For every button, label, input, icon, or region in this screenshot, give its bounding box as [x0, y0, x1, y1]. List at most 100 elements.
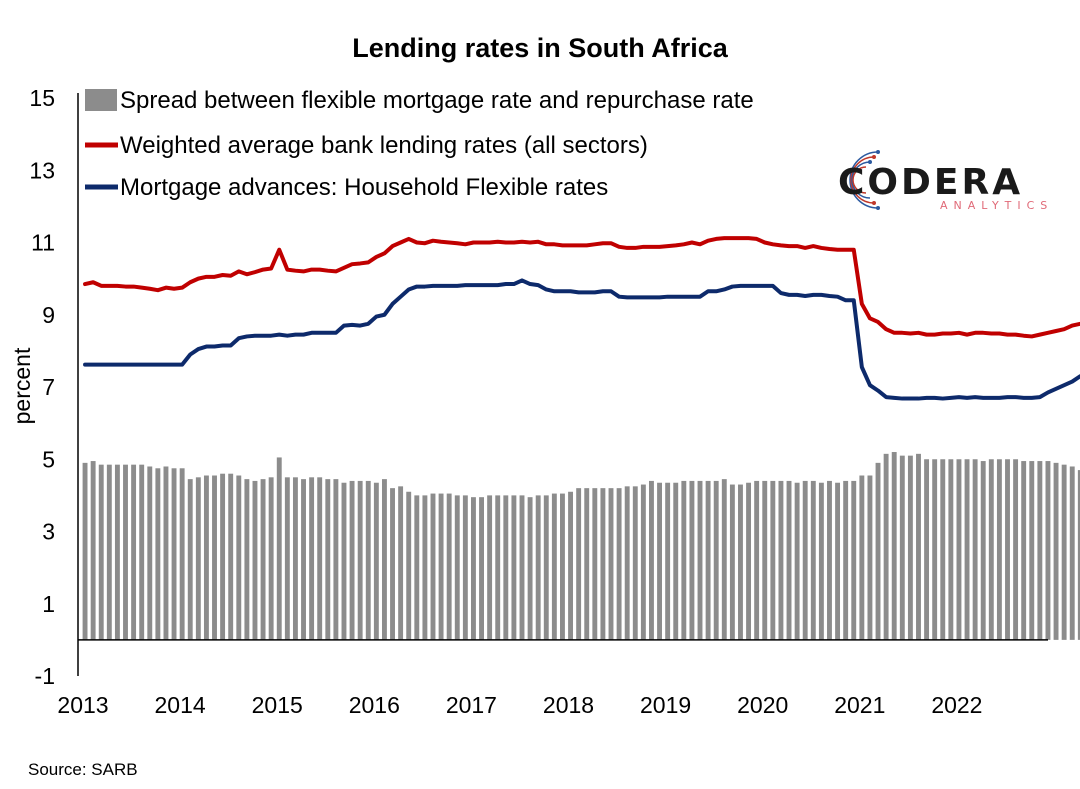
spread-bar	[446, 493, 452, 640]
codera-logo: CODERA ANALYTICS	[838, 150, 1053, 212]
spread-bar	[454, 495, 460, 640]
spread-bar	[568, 491, 573, 640]
spread-bar	[640, 484, 646, 640]
spread-bar	[673, 482, 679, 640]
spread-bar	[228, 473, 234, 640]
legend-label-spread: Spread between flexible mortgage rate an…	[120, 87, 754, 114]
chart-title: Lending rates in South Africa	[352, 33, 729, 63]
spread-bar	[398, 486, 404, 640]
spread-bar	[171, 468, 177, 640]
spread-bar	[600, 488, 606, 640]
legend-swatch-spread	[85, 89, 117, 111]
spread-bar	[689, 480, 695, 640]
spread-bar	[357, 480, 363, 640]
spread-bar	[835, 482, 841, 640]
spread-bar	[390, 488, 395, 640]
spread-bar	[98, 464, 104, 640]
spread-bar	[1013, 459, 1019, 640]
spread-bar	[560, 493, 565, 640]
spread-bar	[179, 468, 185, 640]
spread-bar	[762, 480, 768, 640]
spread-bar	[657, 482, 662, 640]
spread-bar	[203, 475, 209, 640]
spread-bar	[1021, 461, 1027, 640]
spread-bar	[786, 480, 792, 640]
spread-bar	[697, 480, 703, 640]
spread-bar	[818, 482, 824, 640]
x-tick-label: 2020	[737, 692, 788, 718]
y-tick-label: 9	[42, 302, 55, 328]
spread-bar	[972, 459, 978, 640]
spread-bar	[608, 488, 614, 640]
y-tick-label: 11	[31, 230, 55, 256]
spread-bar	[948, 459, 954, 640]
spread-bar	[859, 475, 865, 640]
spread-bar	[738, 484, 743, 640]
x-tick-label: 2013	[57, 692, 108, 718]
spread-bar	[292, 477, 298, 640]
legend-label-mortgage: Mortgage advances: Household Flexible ra…	[120, 174, 608, 201]
spread-bar	[988, 459, 994, 640]
spread-bar	[147, 466, 153, 640]
spread-bar	[438, 493, 444, 640]
spread-bar	[252, 480, 258, 640]
spread-bar	[924, 459, 930, 640]
legend-label-lending: Weighted average bank lending rates (all…	[120, 132, 648, 159]
source-note: Source: SARB	[28, 760, 138, 779]
spread-bar	[131, 464, 137, 640]
spread-bar	[980, 461, 986, 640]
spread-bar	[665, 482, 671, 640]
spread-bar	[535, 495, 541, 640]
y-tick-label: 1	[42, 591, 55, 617]
logo-tagline: ANALYTICS	[940, 199, 1053, 212]
spread-bar	[511, 495, 517, 640]
spread-bar	[867, 475, 873, 640]
spread-bar	[891, 452, 897, 640]
spread-bar	[495, 495, 501, 640]
spread-bar	[471, 497, 476, 640]
mortgage-rate-line	[83, 278, 1080, 401]
spread-bar	[155, 468, 161, 640]
x-tick-label: 2021	[834, 692, 885, 718]
y-tick-label: 13	[29, 157, 55, 183]
lending-rate-line	[83, 236, 1080, 339]
spread-bar	[584, 488, 590, 640]
spread-bar	[883, 453, 889, 640]
logo-wordmark: CODERA	[838, 162, 1023, 203]
spread-bar	[616, 488, 622, 640]
spread-bar	[406, 491, 412, 640]
spread-bar	[82, 462, 88, 640]
spread-bar	[244, 479, 250, 640]
spread-bar	[212, 475, 217, 640]
spread-bar	[1037, 461, 1043, 640]
spread-bar	[810, 480, 816, 640]
spread-bar	[794, 482, 800, 640]
spread-bar	[843, 480, 849, 640]
spread-bars	[82, 452, 1080, 640]
spread-bar	[341, 482, 347, 640]
spread-bar	[430, 493, 436, 640]
axes	[77, 93, 1048, 676]
spread-bar	[746, 482, 752, 640]
spread-bar	[649, 480, 654, 640]
spread-bar	[276, 457, 282, 640]
spread-bar	[503, 495, 509, 640]
spread-bar	[713, 480, 719, 640]
spread-bar	[827, 480, 832, 640]
rate-lines	[83, 236, 1080, 401]
spread-bar	[163, 466, 169, 640]
spread-bar	[1029, 461, 1035, 640]
spread-bar	[778, 480, 784, 640]
spread-bar	[770, 480, 776, 640]
spread-bar	[1045, 461, 1051, 640]
spread-bar	[317, 477, 323, 640]
spread-bar	[551, 493, 557, 640]
spread-bar	[632, 486, 638, 640]
y-axis-label: percent	[9, 347, 35, 424]
spread-bar	[527, 497, 533, 640]
y-tick-label: 15	[29, 85, 55, 111]
y-tick-label: -1	[35, 663, 55, 689]
x-tick-label: 2022	[931, 692, 982, 718]
x-tick-labels: 2013 2014 2015 2016 2017 2018 2019 2020 2021 2022	[57, 692, 982, 718]
